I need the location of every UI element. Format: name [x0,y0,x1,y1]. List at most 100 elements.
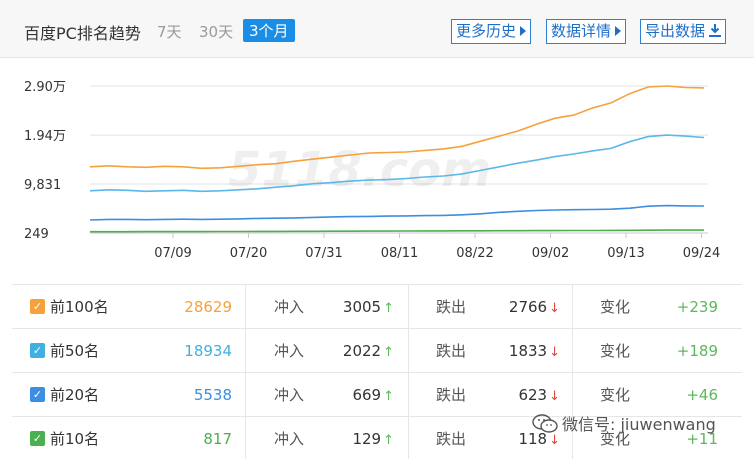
row-label: 前10名 [50,430,100,448]
checkbox[interactable]: ✓ [30,299,45,314]
x-tick-label: 07/20 [230,246,267,261]
range-3-months-tab[interactable]: 3个月 [243,19,295,42]
change-label: 变化 [600,342,631,360]
x-tick-label: 08/11 [381,246,418,261]
in-value: 129 [352,430,382,448]
divider [245,285,246,329]
row-label: 前100名 [50,298,109,316]
arrow-up-icon: ↑ [383,345,394,360]
y-axis: 249 9,831 1.94万 2.90万 [24,80,66,242]
ranking-summary-table: ✓ 前100名 28629 冲入 3005 ↑ 跌出 2766 ↓ 变化 +239 ✓ 前50名 1893… [12,284,742,459]
change-value: +46 [686,386,718,404]
in-label: 冲入 [274,342,305,360]
checkbox[interactable]: ✓ [30,431,45,446]
range-30-days-tab[interactable]: 30天 [199,23,234,41]
series-lines [89,85,705,233]
more-history-button[interactable]: 更多历史 [451,19,532,44]
out-label: 跌出 [436,298,467,316]
arrow-down-icon: ↓ [549,301,560,316]
table-row: ✓ 前100名 28629 冲入 3005 ↑ 跌出 2766 ↓ 变化 +239 [12,285,742,329]
row-label: 前20名 [50,386,100,404]
divider [245,329,246,373]
export-data-button[interactable]: 导出数据 [640,19,727,44]
change-value: +189 [676,342,718,360]
row-label: 前50名 [50,342,100,360]
chart-header: 百度PC排名趋势 7天 30天 3个月 更多历史 数据详情 导出数据 [0,0,754,58]
row-total: 28629 [184,298,232,316]
change-value: +239 [676,298,718,316]
out-value-cell: 1833 ↓ [482,329,560,373]
out-value: 118 [518,430,548,448]
table-row: ✓ 前20名 5538 冲入 669 ↑ 跌出 623 ↓ 变化 +46 [12,373,742,417]
series-line [90,229,704,233]
data-details-button[interactable]: 数据详情 [546,19,627,44]
x-axis: 07/09 07/20 07/31 08/11 08/22 09/02 09/13 09/24 [154,233,720,261]
out-value: 1833 [508,342,548,360]
checkbox[interactable]: ✓ [30,343,45,358]
series-line [89,85,705,170]
y-tick-label: 1.94万 [24,129,66,144]
export-data-label: 导出数据 [645,22,706,40]
y-tick-label: 9,831 [24,178,61,193]
out-value-cell: 2766 ↓ [482,285,560,329]
divider [245,373,246,417]
triangle-right-icon [615,26,622,36]
range-7-days-tab[interactable]: 7天 [157,23,182,41]
y-tick-label: 2.90万 [24,80,66,95]
divider [572,285,573,329]
change-label: 变化 [600,386,631,404]
download-icon [709,24,722,37]
out-value-cell: 623 ↓ [482,373,560,417]
wechat-watermark: 微信号: jiuwenwang [532,411,716,435]
row-total: 5538 [193,386,232,404]
in-value: 3005 [342,298,382,316]
in-label: 冲入 [274,298,305,316]
divider [408,373,409,417]
in-value-cell: 3005 ↑ [322,285,394,329]
wechat-icon [532,414,558,433]
x-tick-label: 09/13 [607,246,644,261]
arrow-down-icon: ↓ [549,433,560,448]
x-tick-label: 09/02 [532,246,569,261]
change-label: 变化 [600,298,631,316]
arrow-up-icon: ↑ [383,389,394,404]
divider [572,417,573,459]
x-tick-label: 08/22 [456,246,493,261]
out-value-cell: 118 ↓ [482,417,560,459]
wechat-id-text: 微信号: jiuwenwang [562,415,716,434]
in-label: 冲入 [274,386,305,404]
in-value-cell: 2022 ↑ [322,329,394,373]
out-value: 2766 [508,298,548,316]
change-label: 变化 [600,430,631,448]
row-total: 817 [203,430,232,448]
divider [408,417,409,459]
arrow-down-icon: ↓ [549,345,560,360]
x-tick-label: 07/09 [154,246,191,261]
out-label: 跌出 [436,342,467,360]
x-tick-label: 07/31 [305,246,342,261]
table-row: ✓ 前10名 817 冲入 129 ↑ 跌出 118 ↓ 变化 +11 [12,417,742,459]
data-details-label: 数据详情 [551,22,612,40]
triangle-right-icon [520,26,527,36]
y-tick-label: 249 [24,227,49,242]
arrow-down-icon: ↓ [549,389,560,404]
watermark-text: 5118.com [228,142,491,198]
out-value: 623 [518,386,548,404]
in-label: 冲入 [274,430,305,448]
checkbox[interactable]: ✓ [30,387,45,402]
x-tick-label: 09/24 [683,246,720,261]
in-value-cell: 129 ↑ [322,417,394,459]
out-label: 跌出 [436,430,467,448]
arrow-up-icon: ↑ [383,301,394,316]
divider [408,329,409,373]
divider [572,329,573,373]
table-row: ✓ 前50名 18934 冲入 2022 ↑ 跌出 1833 ↓ 变化 +189 [12,329,742,373]
in-value: 2022 [342,342,382,360]
series-line [89,204,705,221]
in-value-cell: 669 ↑ [322,373,394,417]
divider [408,285,409,329]
in-value: 669 [352,386,382,404]
change-value: +11 [686,430,718,448]
arrow-up-icon: ↑ [383,433,394,448]
